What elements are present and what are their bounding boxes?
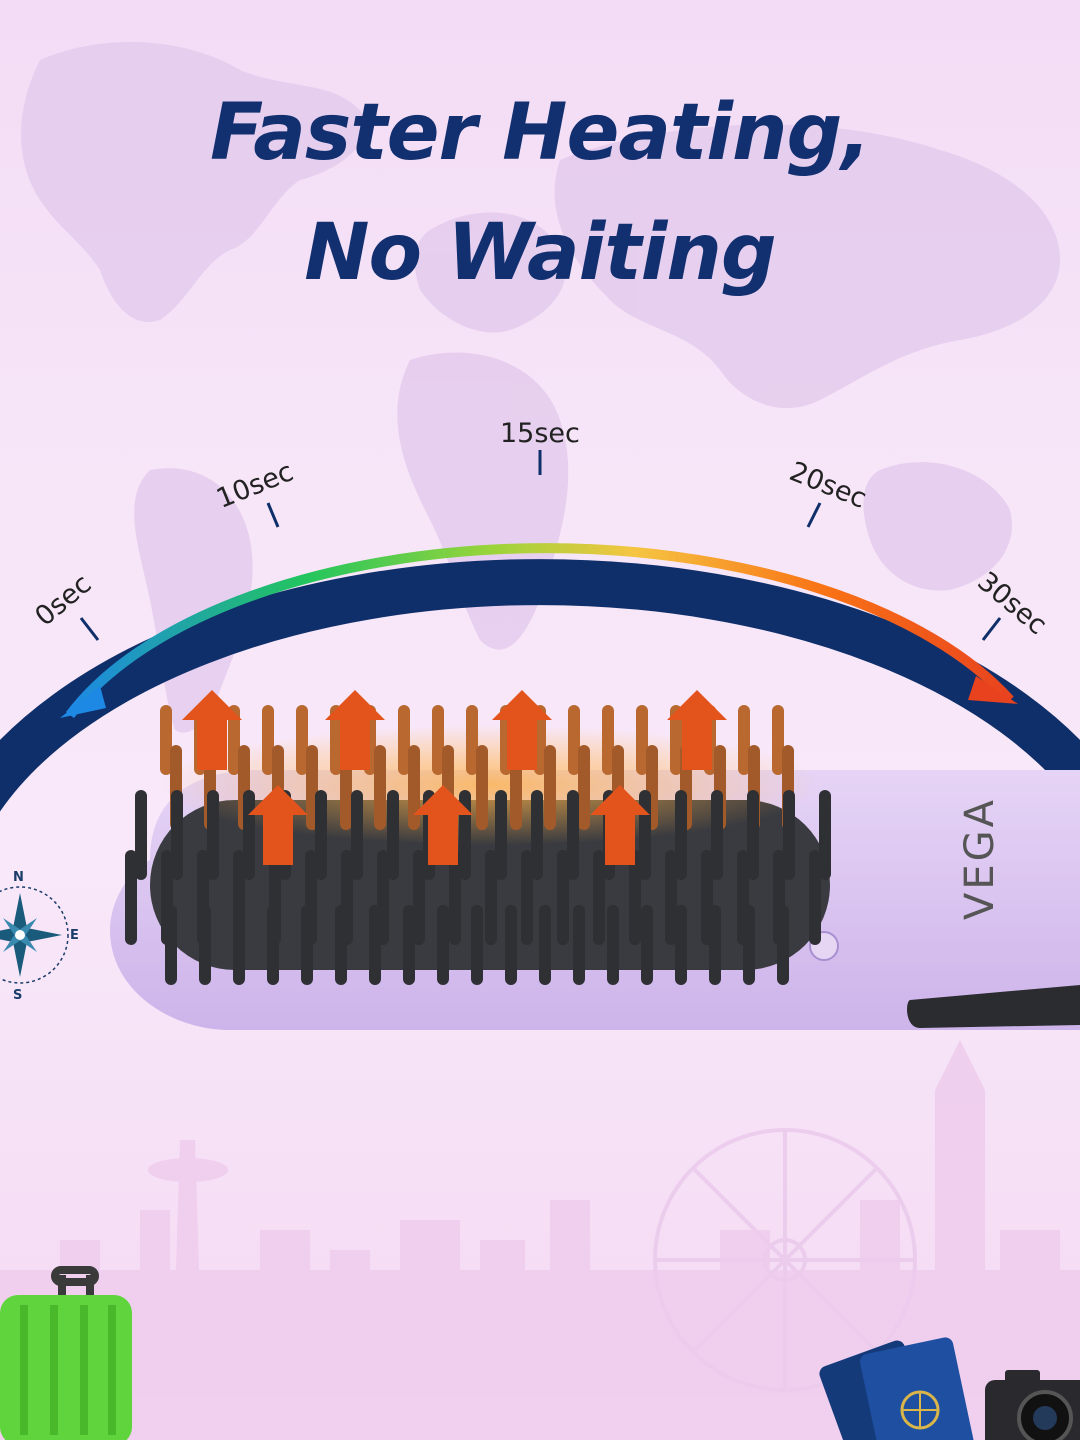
bristle [777, 905, 789, 985]
bristle [171, 790, 183, 880]
headline-line-2: No Waiting [304, 208, 777, 298]
bristle [408, 745, 420, 830]
bristle [471, 905, 483, 985]
compass-east-label: E [70, 928, 79, 943]
ferris-wheel-icon [653, 1128, 917, 1392]
bristles-group [125, 705, 831, 985]
bristle [711, 790, 723, 880]
bristle [539, 905, 551, 985]
handle-grip [907, 985, 1080, 1028]
bristle [135, 790, 147, 880]
bristle [165, 905, 177, 985]
heating-timer-arc [0, 450, 1080, 812]
heat-arrows-group [182, 690, 727, 865]
bristle [568, 705, 580, 775]
arc-start-arrow [60, 686, 106, 718]
tick-label-15sec: 15sec [500, 418, 580, 449]
compass-south-label: S [13, 988, 23, 1003]
compass-north-label: N [13, 870, 24, 885]
bristle [413, 850, 425, 945]
bristle [505, 905, 517, 985]
brand-logo: VEGA [957, 797, 1003, 920]
bristle [783, 790, 795, 880]
bristle [495, 790, 507, 880]
bristle [369, 905, 381, 985]
tick-mark [79, 617, 100, 641]
suitcase-icon [0, 1266, 132, 1440]
arc-end-arrow [968, 676, 1018, 704]
bristle [641, 905, 653, 985]
heated-brush-product [110, 690, 1080, 1030]
bristle [387, 790, 399, 880]
heat-arrow-icon [492, 690, 552, 770]
bristle [675, 905, 687, 985]
heat-arrow-icon [667, 690, 727, 770]
bristle [207, 790, 219, 880]
bristle [709, 905, 721, 985]
bristle [233, 905, 245, 985]
bristle [437, 905, 449, 985]
bristle [607, 905, 619, 985]
tick-mark [806, 502, 822, 528]
world-map-icon [21, 41, 1060, 733]
bristle [449, 850, 461, 945]
heat-arrow-icon [248, 785, 308, 865]
bristle [476, 745, 488, 830]
bristle [125, 850, 137, 945]
bristle [296, 705, 308, 775]
bristle [747, 790, 759, 880]
bristle [262, 705, 274, 775]
bristle [351, 790, 363, 880]
bristle [738, 705, 750, 775]
bristle [199, 905, 211, 985]
headline-line-1: Faster Heating, [209, 88, 871, 178]
bristle [398, 705, 410, 775]
heat-arrow-icon [182, 690, 242, 770]
bristle [636, 705, 648, 775]
heat-arrow-icon [590, 785, 650, 865]
bristle [557, 850, 569, 945]
bristle [670, 705, 682, 775]
bristle [819, 790, 831, 880]
bristle [403, 905, 415, 985]
bristle [809, 850, 821, 945]
bristle [521, 850, 533, 945]
bristle [665, 850, 677, 945]
bristle [629, 850, 641, 945]
bristle [228, 705, 240, 775]
bristle [330, 705, 342, 775]
bristle [593, 850, 605, 945]
bristle [567, 790, 579, 880]
heat-arrow-icon [413, 785, 473, 865]
bristle [675, 790, 687, 880]
bristle [301, 905, 313, 985]
bristle [466, 705, 478, 775]
bristle [315, 790, 327, 880]
bristle [335, 905, 347, 985]
bristle [432, 705, 444, 775]
bristle [743, 905, 755, 985]
bristle [531, 790, 543, 880]
bristle [602, 705, 614, 775]
passport-icon [819, 1337, 975, 1440]
bristle [160, 705, 172, 775]
bristle [578, 745, 590, 830]
bristle [772, 705, 784, 775]
camera-icon [985, 1370, 1080, 1440]
bristle [267, 905, 279, 985]
compass-icon [0, 886, 69, 984]
bristle [374, 745, 386, 830]
bristle [485, 850, 497, 945]
heat-arrow-icon [325, 690, 385, 770]
tick-mark [981, 617, 1002, 641]
bristle [544, 745, 556, 830]
bristle [573, 905, 585, 985]
tick-mark [266, 502, 280, 528]
